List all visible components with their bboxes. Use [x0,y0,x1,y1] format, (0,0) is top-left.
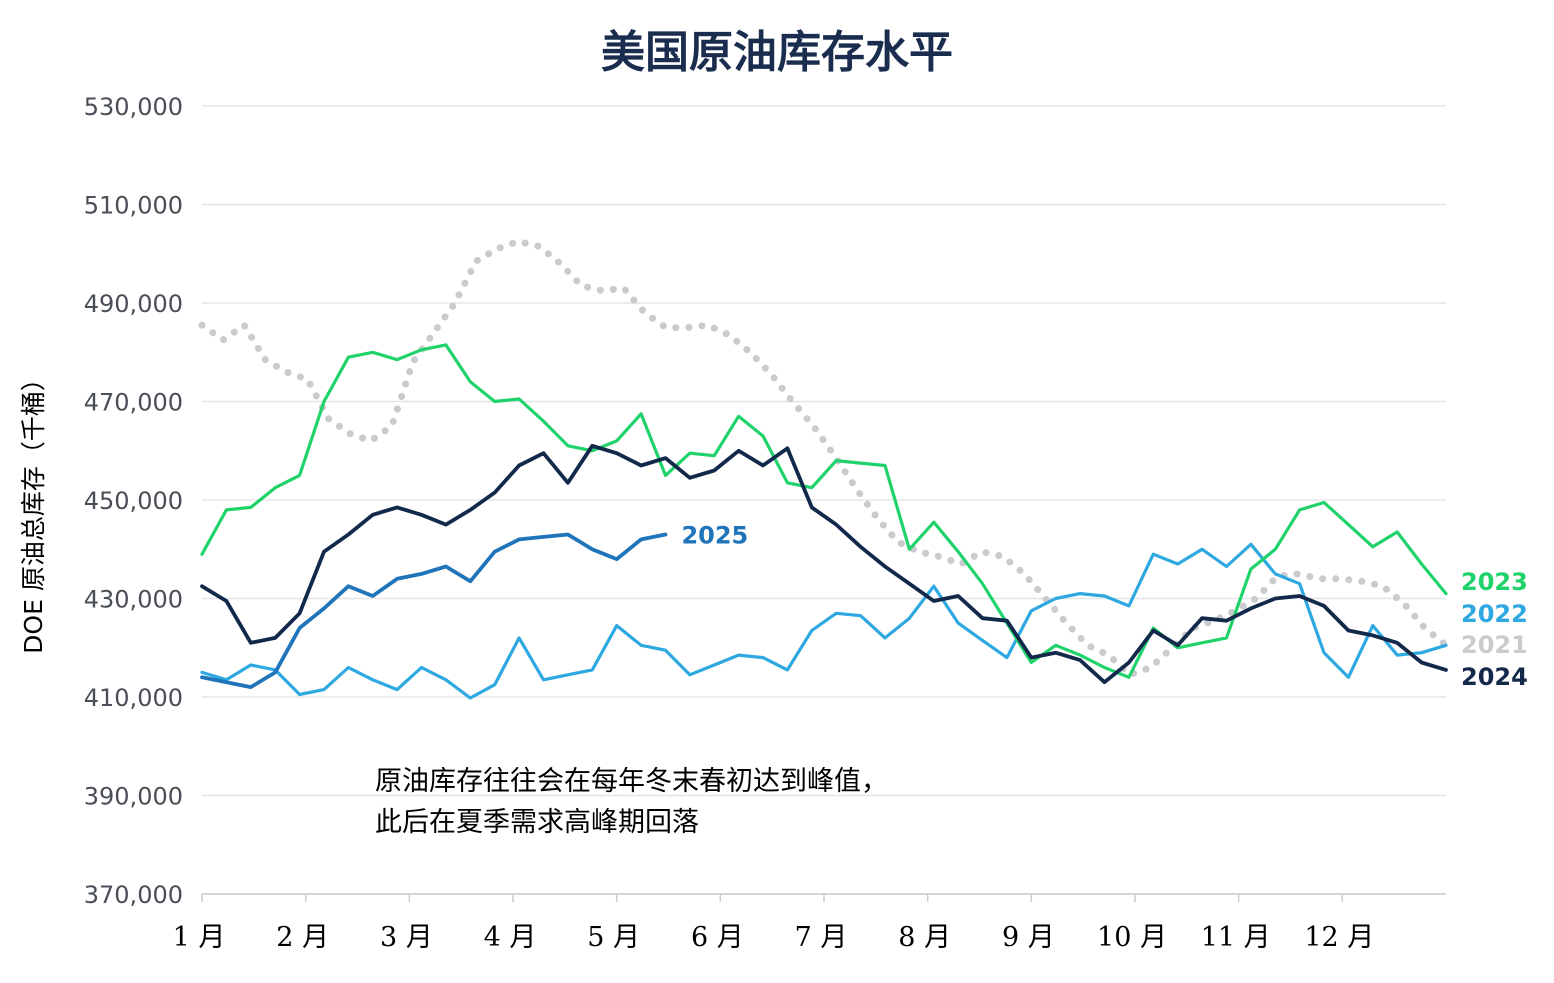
x-axis: 1 月 2 月 3 月 4 月 5 月 6 月 7 月 8 月 9 月 10 月 11 月 12 月 [173,893,1446,953]
chart-title: 美国原油库存水平 [601,27,953,78]
y-tick-label: 450,000 [84,487,183,515]
series-line-2023 [200,343,1448,679]
x-tick-label: 1 月 [173,922,226,953]
series-label-2025: 2025 [681,521,748,549]
y-tick-label: 470,000 [84,389,183,417]
x-tick-label: 8 月 [898,922,951,953]
series-line-2025 [200,532,668,689]
x-tick-label: 4 月 [484,922,537,953]
x-tick-label: 11 月 [1201,922,1271,953]
series-lines [198,237,1450,700]
series-line-2022 [200,542,1448,700]
y-tick-label: 410,000 [84,684,183,712]
series-line-2024 [200,443,1448,685]
x-tick-label: 10 月 [1097,922,1167,953]
series-label-2022: 2022 [1461,600,1528,628]
y-tick-label: 530,000 [84,93,183,121]
x-tick-label: 5 月 [587,922,640,953]
y-tick-label: 390,000 [84,783,183,811]
series-labels: 2021 2022 2023 2024 2025 [681,521,1527,691]
annotation-line-2: 此后在夏季需求高峰期回落 [375,807,699,838]
x-tick-label: 9 月 [1002,922,1055,953]
x-tick-label: 6 月 [691,922,744,953]
y-tick-label: 430,000 [84,586,183,614]
x-tick-label: 7 月 [795,922,848,953]
y-tick-label: 510,000 [84,192,183,220]
y-axis-label: DOE 原油总库存（千桶） [19,366,48,654]
series-line-2021 [198,237,1450,679]
x-tick-label: 12 月 [1304,922,1374,953]
annotation-line-1: 原油库存往往会在每年冬末春初达到峰值， [375,766,888,797]
series-label-2021: 2021 [1461,631,1528,659]
x-tick-label: 3 月 [380,922,433,953]
y-tick-label: 370,000 [84,881,183,909]
y-axis-ticks: 530,000 510,000 490,000 470,000 450,000 430,0… [84,93,183,909]
series-label-2023: 2023 [1461,568,1528,596]
x-tick-label: 2 月 [276,922,329,953]
series-label-2024: 2024 [1461,663,1528,691]
y-tick-label: 490,000 [84,290,183,318]
